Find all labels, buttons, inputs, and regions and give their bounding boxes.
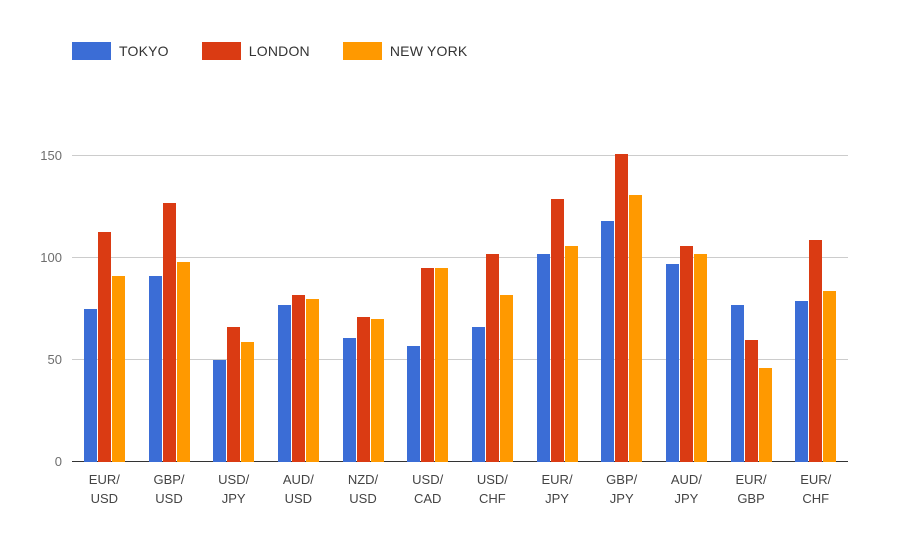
legend-item-london: LONDON bbox=[201, 42, 310, 60]
bar-newyork-gbp-jpy bbox=[629, 194, 643, 462]
bar-group-eur-jpy bbox=[525, 146, 590, 462]
bar-group-usd-cad bbox=[395, 146, 460, 462]
bar-newyork-usd-cad bbox=[435, 268, 449, 462]
x-tick-label-nzd-usd: NZD/ USD bbox=[347, 472, 379, 506]
legend-swatch-tokyo bbox=[72, 42, 111, 60]
bar-london-eur-gbp bbox=[744, 339, 758, 462]
bar-newyork-eur-usd bbox=[111, 276, 125, 462]
x-tick-label-usd-cad: USD/ CAD bbox=[412, 472, 444, 506]
gridline-100 bbox=[72, 257, 848, 259]
bar-newyork-eur-chf bbox=[823, 290, 837, 462]
y-tick-label-100: 100 bbox=[40, 250, 62, 266]
bar-london-eur-jpy bbox=[550, 199, 564, 462]
legend-item-newyork: NEW YORK bbox=[342, 42, 468, 60]
bar-london-gbp-jpy bbox=[615, 154, 629, 462]
legend-swatch-newyork bbox=[342, 42, 382, 60]
bar-tokyo-gbp-jpy bbox=[601, 221, 615, 462]
bar-group-nzd-usd bbox=[331, 146, 396, 462]
bars-row bbox=[72, 146, 848, 462]
bar-tokyo-aud-usd bbox=[277, 305, 291, 462]
legend-swatch-london bbox=[201, 42, 241, 60]
bar-group-usd-jpy bbox=[201, 146, 266, 462]
x-tick-label-aud-jpy: AUD/ JPY bbox=[670, 472, 702, 506]
bar-london-eur-chf bbox=[809, 239, 823, 462]
gridline-50 bbox=[72, 359, 848, 361]
bar-london-aud-jpy bbox=[679, 245, 693, 462]
bar-newyork-nzd-usd bbox=[370, 319, 384, 462]
bar-london-usd-cad bbox=[421, 268, 435, 462]
bar-newyork-usd-jpy bbox=[241, 341, 255, 462]
bar-group-gbp-usd bbox=[137, 146, 202, 462]
bar-london-aud-usd bbox=[291, 294, 305, 462]
x-tick-label-gbp-usd: GBP/ USD bbox=[153, 472, 185, 506]
bar-group-aud-jpy bbox=[654, 146, 719, 462]
x-tick-label-gbp-jpy: GBP/ JPY bbox=[606, 472, 638, 506]
x-tick-label-usd-chf: USD/ CHF bbox=[476, 472, 508, 506]
bar-tokyo-eur-jpy bbox=[536, 254, 550, 462]
legend-label-tokyo: TOKYO bbox=[119, 43, 169, 59]
bar-london-usd-chf bbox=[485, 254, 499, 462]
bar-london-nzd-usd bbox=[356, 317, 370, 462]
bar-group-gbp-jpy bbox=[589, 146, 654, 462]
bar-newyork-usd-chf bbox=[499, 294, 513, 462]
bar-tokyo-eur-chf bbox=[795, 300, 809, 462]
y-tick-label-150: 150 bbox=[40, 148, 62, 164]
bar-tokyo-usd-jpy bbox=[213, 360, 227, 462]
bar-tokyo-gbp-usd bbox=[148, 276, 162, 462]
bar-group-usd-chf bbox=[460, 146, 525, 462]
x-tick-label-aud-usd: AUD/ USD bbox=[282, 472, 314, 506]
bar-newyork-eur-jpy bbox=[564, 245, 578, 462]
x-tick-label-eur-chf: EUR/ CHF bbox=[800, 472, 832, 506]
x-tick-label-eur-jpy: EUR/ JPY bbox=[541, 472, 573, 506]
legend-item-tokyo: TOKYO bbox=[72, 42, 169, 60]
bar-group-aud-usd bbox=[266, 146, 331, 462]
bar-newyork-aud-jpy bbox=[693, 254, 707, 462]
x-tick-label-usd-jpy: USD/ JPY bbox=[218, 472, 250, 506]
chart-legend: TOKYO LONDON NEW YORK bbox=[72, 42, 467, 60]
bar-newyork-aud-usd bbox=[305, 298, 319, 462]
bar-group-eur-chf bbox=[783, 146, 848, 462]
bar-tokyo-eur-gbp bbox=[730, 305, 744, 462]
y-tick-label-50: 50 bbox=[47, 352, 62, 368]
bar-london-eur-usd bbox=[97, 231, 111, 462]
legend-label-london: LONDON bbox=[248, 43, 310, 59]
bar-group-eur-usd bbox=[72, 146, 137, 462]
bar-group-eur-gbp bbox=[719, 146, 784, 462]
bar-newyork-eur-gbp bbox=[758, 368, 772, 462]
x-axis-labels: EUR/ USD GBP/ USD USD/ JPY AUD/ USD NZD/ USD… bbox=[72, 470, 848, 508]
legend-label-newyork: NEW YORK bbox=[389, 43, 468, 59]
x-tick-label-eur-usd: EUR/ USD bbox=[88, 472, 120, 506]
bar-tokyo-usd-chf bbox=[471, 327, 485, 462]
bar-tokyo-nzd-usd bbox=[342, 337, 356, 462]
bar-london-gbp-usd bbox=[162, 203, 176, 462]
x-tick-label-eur-gbp: EUR/ GBP bbox=[735, 472, 767, 506]
bar-tokyo-aud-jpy bbox=[665, 264, 679, 462]
gridline-150 bbox=[72, 155, 848, 157]
plot-area bbox=[72, 146, 848, 462]
x-axis-baseline bbox=[72, 461, 848, 462]
bar-tokyo-eur-usd bbox=[83, 309, 97, 462]
y-tick-label-0: 0 bbox=[54, 454, 62, 469]
bar-tokyo-usd-cad bbox=[407, 345, 421, 462]
bar-london-usd-jpy bbox=[227, 327, 241, 462]
bar-newyork-gbp-usd bbox=[176, 262, 190, 462]
